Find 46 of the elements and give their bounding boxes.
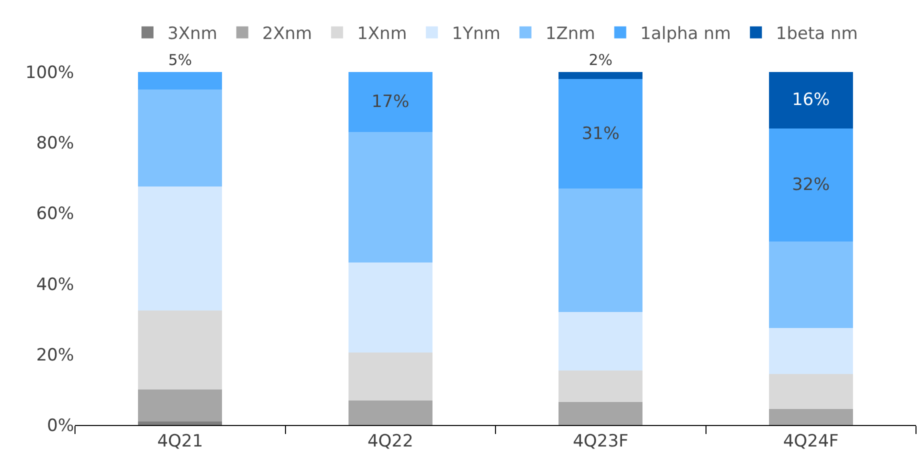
bar [558, 402, 643, 425]
bar [138, 186, 222, 310]
x-tick-label: 4Q24F [783, 431, 839, 452]
bar [558, 72, 643, 80]
data-label: 5% [168, 51, 192, 69]
bar [768, 328, 853, 374]
data-label: 2% [588, 51, 613, 69]
legend-label: 2Xnm [262, 24, 312, 44]
data-label: 16% [792, 90, 830, 110]
bar [138, 90, 222, 187]
bar [138, 72, 222, 90]
legend-label: 1Znm [545, 24, 596, 44]
bar [348, 72, 432, 132]
bar [138, 421, 222, 425]
bar [558, 370, 643, 402]
legend-label: 1Xnm [357, 24, 407, 44]
y-tick-label: 60% [36, 204, 74, 224]
bar [768, 128, 853, 242]
data-label: 17% [371, 92, 410, 112]
bar [558, 79, 643, 188]
legend-label: 3Xnm [168, 24, 218, 44]
y-tick-label: 80% [36, 134, 74, 154]
bar [138, 310, 222, 390]
bar [768, 241, 853, 328]
bar [138, 390, 222, 422]
data-label: 32% [792, 174, 830, 195]
bar [348, 352, 432, 400]
bar [558, 312, 643, 370]
bar [348, 132, 432, 263]
y-tick-label: 100% [25, 62, 74, 83]
legend-label: 1alpha nm [640, 24, 731, 44]
x-tick-label: 4Q23F [572, 431, 628, 452]
bar [348, 262, 432, 353]
data-label: 31% [582, 124, 620, 144]
legend-label: 1beta nm [776, 24, 858, 44]
x-tick-label: 4Q21 [157, 431, 204, 452]
bar [558, 188, 643, 312]
bar [768, 72, 853, 128]
x-tick-label: 4Q22 [367, 431, 414, 452]
bar [348, 400, 432, 425]
y-tick-label: 40% [36, 274, 74, 295]
y-tick-label: 20% [36, 345, 74, 366]
legend-label: 1Ynm [452, 24, 500, 44]
bar [768, 409, 853, 425]
y-tick-label: 0% [47, 416, 74, 436]
bar [768, 374, 853, 410]
